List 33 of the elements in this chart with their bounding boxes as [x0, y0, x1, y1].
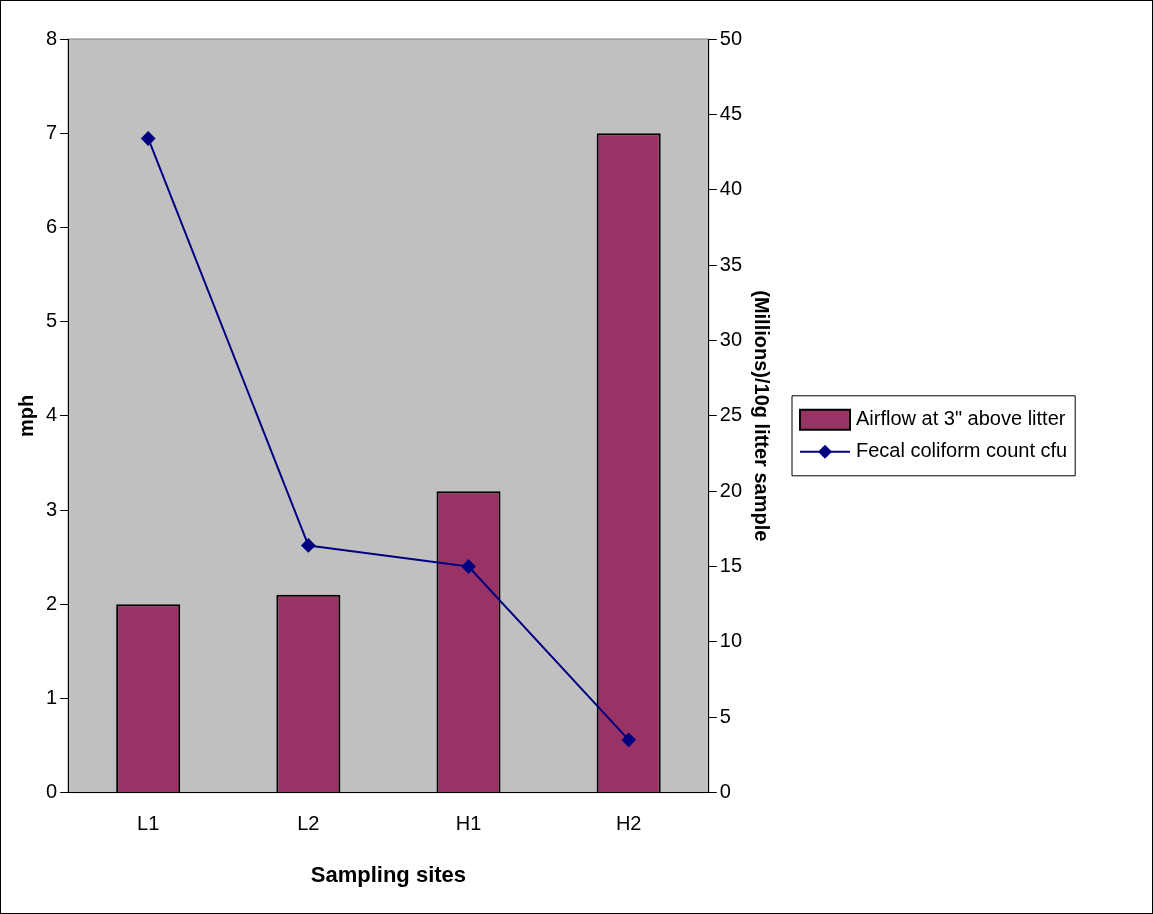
y2-tick-label: 15 — [719, 554, 742, 577]
y-tick-label: 4 — [46, 403, 58, 426]
y-tick-label: 8 — [46, 26, 58, 49]
point — [301, 538, 316, 553]
y2-tick-label: 30 — [719, 327, 742, 350]
legend-label: Fecal coliform count cfu — [856, 439, 1068, 462]
y-tick-label: 3 — [46, 497, 58, 520]
y-tick-label: 5 — [46, 309, 58, 332]
x-tick-label: L2 — [297, 812, 320, 835]
point — [461, 559, 476, 574]
x-axis-title: Sampling sites — [310, 861, 467, 887]
point — [621, 732, 636, 747]
y-axis-title: mph — [14, 394, 37, 437]
y2-tick-label: 0 — [719, 780, 731, 803]
y2-tick-label: 40 — [719, 177, 742, 200]
y-tick-label: 2 — [46, 591, 58, 614]
y-tick-label: 6 — [46, 214, 58, 237]
y2-tick-label: 45 — [719, 101, 742, 124]
y-tick-label: 1 — [46, 685, 58, 708]
y2-tick-label: 50 — [719, 26, 742, 49]
y2-tick-label: 5 — [719, 704, 731, 727]
y2-tick-label: 25 — [719, 403, 742, 426]
y2-tick-label: 35 — [719, 252, 742, 275]
y2-tick-label: 10 — [719, 629, 742, 652]
y2-tick-label: 20 — [719, 478, 742, 501]
x-tick-label: H1 — [455, 812, 482, 835]
y-tick-label: 0 — [46, 780, 58, 803]
y2-axis-title: (Millions)/10g litter sample — [751, 290, 774, 542]
x-tick-label: H2 — [615, 812, 642, 835]
y-tick-label: 7 — [46, 120, 58, 143]
x-tick-label: L1 — [137, 812, 160, 835]
legend-label: Airflow at 3" above litter — [856, 407, 1066, 430]
point — [141, 131, 156, 146]
